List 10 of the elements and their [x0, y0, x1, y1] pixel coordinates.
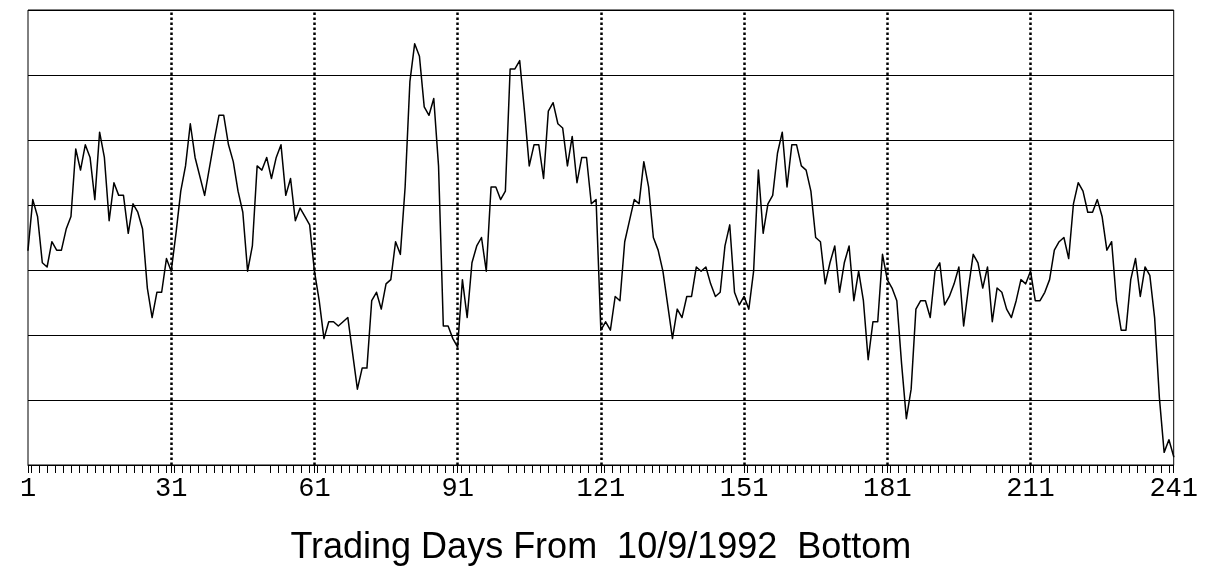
x-tick-label: 241 [1149, 473, 1198, 504]
x-tick-label: 61 [298, 473, 331, 504]
x-axis-title: Trading Days From 10/9/1992 Bottom [290, 524, 912, 566]
x-tick-label: 91 [441, 473, 474, 504]
x-tick-label: 151 [719, 473, 769, 504]
x-tick-label: 1 [19, 473, 37, 504]
x-tick-label: 31 [155, 473, 188, 504]
x-tick-label: 211 [1006, 473, 1055, 504]
x-tick-label: 121 [576, 473, 626, 504]
x-tick-label: 181 [862, 473, 912, 504]
